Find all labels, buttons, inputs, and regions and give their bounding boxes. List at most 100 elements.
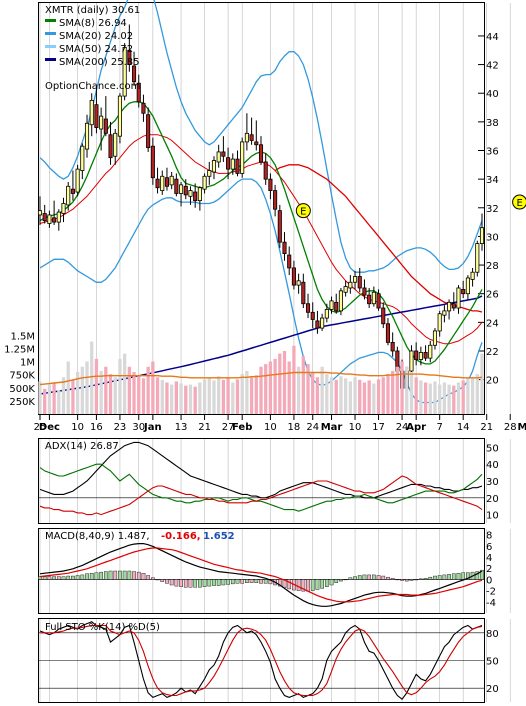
candle-body bbox=[409, 350, 414, 372]
date-tick-label: 24 bbox=[396, 422, 409, 433]
legend-label: SMA(8) 26.94 bbox=[59, 18, 127, 29]
legend-swatch bbox=[45, 58, 56, 61]
macd-histogram-bar bbox=[249, 579, 254, 583]
date-tick-label: 7 bbox=[436, 422, 442, 433]
candle-body bbox=[37, 210, 43, 216]
candle-body bbox=[240, 141, 245, 174]
macd-histogram-bar bbox=[324, 579, 329, 587]
stochastic-panel-frame bbox=[38, 618, 485, 703]
earnings-marker-label: E bbox=[300, 207, 306, 218]
candle-body bbox=[179, 184, 184, 194]
volume-bar bbox=[325, 374, 329, 414]
date-tick-label: Jan bbox=[143, 422, 162, 433]
legend-swatch bbox=[45, 32, 56, 35]
volume-bar bbox=[249, 377, 254, 414]
macd-histogram-bar bbox=[348, 577, 353, 580]
date-tick-label: 10 bbox=[71, 422, 84, 433]
candle-body bbox=[338, 290, 343, 312]
candle-body bbox=[141, 102, 146, 114]
volume-panel: 1.5M 1.25M 1M 750K 500K 250K bbox=[4, 331, 484, 414]
date-tick-label: 24 bbox=[306, 422, 319, 433]
candle-body bbox=[465, 277, 470, 295]
macd-y-tick-label: -2 bbox=[486, 587, 496, 598]
macd-histogram-bar bbox=[122, 570, 127, 580]
date-tick-label: 13 bbox=[175, 422, 188, 433]
volume-bar bbox=[395, 366, 400, 414]
candle-body bbox=[99, 115, 104, 130]
volume-bar bbox=[461, 380, 465, 414]
macd-histogram-bar bbox=[339, 579, 343, 582]
stochastic-y-tick-label: 20 bbox=[486, 684, 499, 695]
candle-body bbox=[371, 291, 376, 305]
macd-histogram-bar bbox=[310, 579, 315, 591]
stochastic-y-tick-label: 50 bbox=[486, 657, 499, 668]
volume-bar bbox=[428, 383, 432, 414]
candle-body bbox=[103, 118, 108, 134]
macd-histogram-bar bbox=[235, 579, 240, 584]
date-tick-label: Dec bbox=[39, 422, 60, 433]
volume-bar bbox=[71, 379, 75, 414]
macd-histogram-bar bbox=[334, 579, 339, 583]
macd-histogram-bar bbox=[381, 575, 386, 580]
volume-bar bbox=[273, 358, 277, 414]
volume-bar bbox=[400, 361, 404, 414]
date-tick-label: 30 bbox=[132, 422, 145, 433]
volume-bar bbox=[466, 378, 470, 414]
volume-bar bbox=[438, 384, 442, 414]
volume-bar bbox=[184, 385, 188, 414]
volume-bar bbox=[311, 372, 315, 414]
candle-body bbox=[127, 49, 132, 65]
macd-histogram-bar bbox=[80, 574, 85, 580]
date-tick-label: Feb bbox=[232, 422, 252, 433]
volume-bar bbox=[315, 377, 320, 414]
volume-bar bbox=[367, 380, 371, 414]
adx-y-tick-label: 20 bbox=[486, 494, 499, 505]
candle-body bbox=[428, 344, 433, 359]
price-panel-frame bbox=[38, 2, 485, 415]
macd-histogram-bar bbox=[423, 578, 428, 580]
date-tick-label: 17 bbox=[372, 422, 385, 433]
candle-body bbox=[277, 210, 282, 243]
macd-histogram-bar bbox=[240, 579, 245, 584]
volume-bar bbox=[343, 378, 348, 414]
date-tick-label: 10 bbox=[349, 422, 362, 433]
volume-bar bbox=[188, 384, 193, 414]
candle-body bbox=[296, 280, 301, 286]
candle-body bbox=[183, 185, 188, 196]
candle-body bbox=[146, 114, 151, 149]
macd-histogram-bar bbox=[376, 575, 381, 580]
macd-histogram-bar bbox=[103, 571, 108, 580]
candle-body bbox=[164, 177, 170, 187]
candle-body bbox=[352, 276, 358, 283]
adx-y-tick-label: 50 bbox=[486, 443, 499, 454]
candle-body bbox=[432, 330, 438, 346]
legend-label: SMA(20) 24.02 bbox=[59, 31, 133, 42]
macd-histogram-bar bbox=[108, 570, 113, 580]
price-legend: XMTR (daily) 30.61 SMA(8) 26.94 SMA(20) 2… bbox=[45, 5, 140, 92]
candle-body bbox=[263, 161, 268, 180]
macd-y-tick-label: 4 bbox=[486, 553, 492, 564]
candle-body bbox=[207, 170, 212, 177]
price-y-tick-label: 30 bbox=[486, 232, 499, 243]
volume-bar bbox=[348, 381, 352, 414]
candle-body bbox=[52, 217, 57, 223]
volume-bar bbox=[235, 379, 240, 414]
price-y-tick-label: 44 bbox=[486, 32, 499, 43]
candle-body bbox=[437, 313, 442, 332]
volume-bar bbox=[43, 388, 47, 414]
volume-bar bbox=[47, 384, 52, 414]
candle-body bbox=[226, 157, 231, 170]
volume-bar bbox=[118, 358, 122, 414]
macd-histogram-bar bbox=[433, 575, 437, 580]
stochastic-lines: 20 50 80 bbox=[39, 621, 499, 700]
price-y-tick-label: 38 bbox=[486, 118, 499, 129]
legend-swatch bbox=[45, 19, 56, 22]
macd-histogram-bar bbox=[475, 571, 480, 580]
macd-histogram-bar bbox=[193, 579, 198, 588]
candle-body bbox=[282, 241, 287, 255]
price-y-tick-label: 34 bbox=[486, 175, 499, 186]
volume-bar bbox=[470, 377, 475, 414]
candle-body bbox=[202, 175, 207, 190]
